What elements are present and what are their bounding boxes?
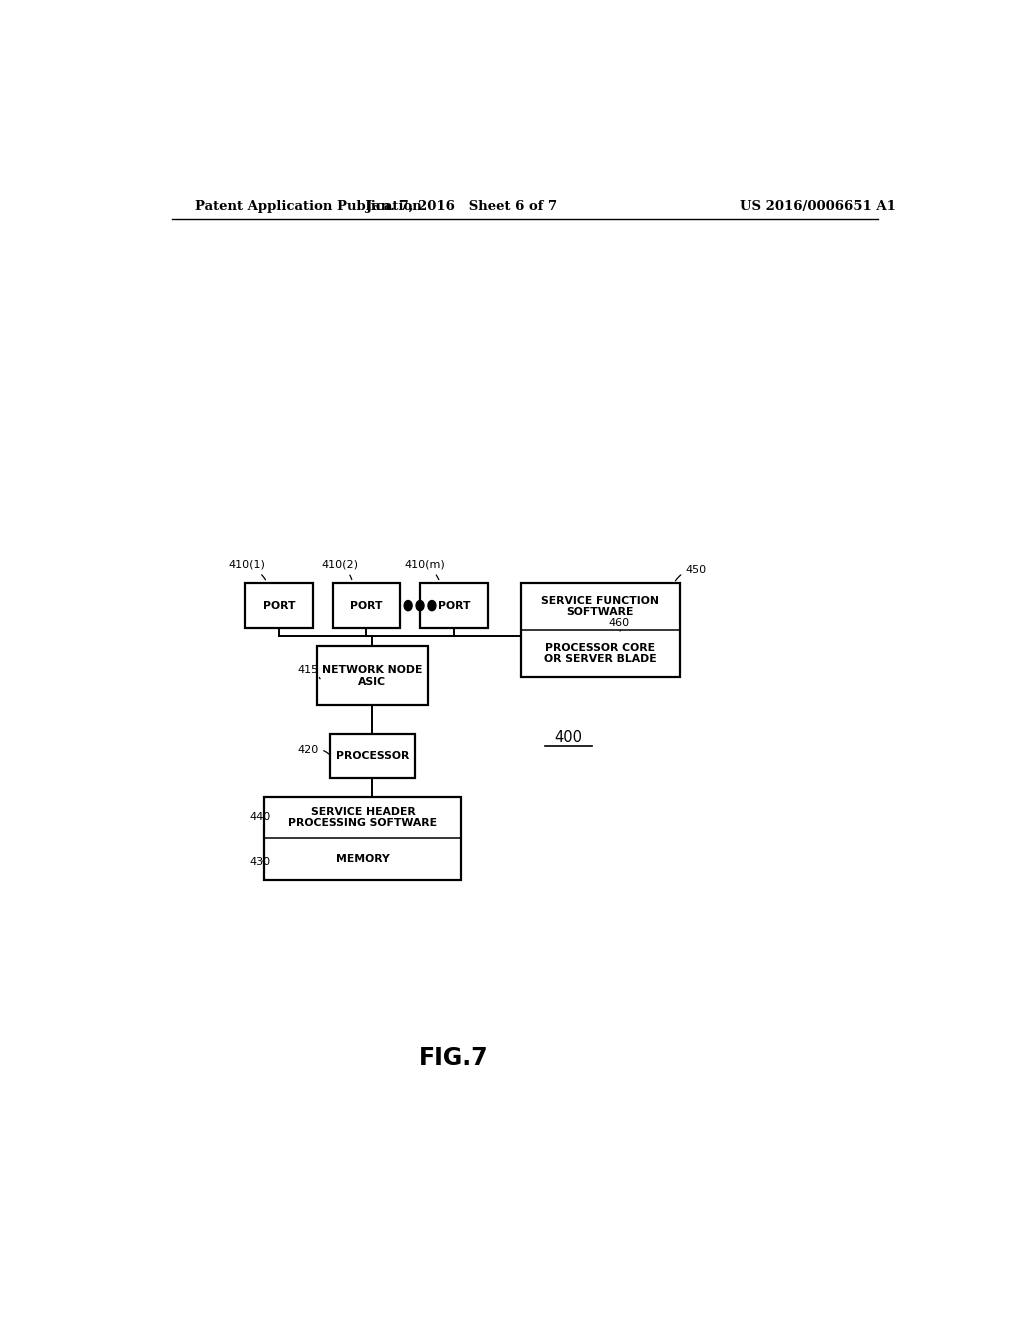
Text: 440: 440 <box>250 812 270 822</box>
Text: 430: 430 <box>250 857 270 867</box>
Circle shape <box>416 601 424 611</box>
Circle shape <box>404 601 412 611</box>
Bar <box>316 647 428 705</box>
Text: NETWORK NODE
ASIC: NETWORK NODE ASIC <box>323 665 423 686</box>
Bar <box>521 583 680 677</box>
Text: MEMORY: MEMORY <box>336 854 390 865</box>
Text: Patent Application Publication: Patent Application Publication <box>196 199 422 213</box>
Text: PROCESSOR CORE
OR SERVER BLADE: PROCESSOR CORE OR SERVER BLADE <box>544 643 656 664</box>
Text: 460: 460 <box>609 618 630 631</box>
Bar <box>246 583 313 628</box>
Text: SERVICE FUNCTION
SOFTWARE: SERVICE FUNCTION SOFTWARE <box>542 595 659 618</box>
Bar <box>264 797 461 880</box>
Bar <box>333 583 400 628</box>
Text: PORT: PORT <box>350 601 383 611</box>
Text: 400: 400 <box>554 730 583 746</box>
Text: 415: 415 <box>297 665 321 678</box>
Bar <box>330 734 416 779</box>
Text: 410(m): 410(m) <box>404 560 444 579</box>
Text: 420: 420 <box>297 744 329 755</box>
Text: PORT: PORT <box>437 601 470 611</box>
Text: 410(1): 410(1) <box>228 560 265 579</box>
Circle shape <box>428 601 436 611</box>
Text: US 2016/0006651 A1: US 2016/0006651 A1 <box>740 199 896 213</box>
Text: Jan. 7, 2016   Sheet 6 of 7: Jan. 7, 2016 Sheet 6 of 7 <box>366 199 557 213</box>
Text: PROCESSOR: PROCESSOR <box>336 751 410 762</box>
Text: 450: 450 <box>676 565 707 581</box>
Text: PORT: PORT <box>263 601 296 611</box>
Text: SERVICE HEADER
PROCESSING SOFTWARE: SERVICE HEADER PROCESSING SOFTWARE <box>289 807 437 829</box>
Bar <box>420 583 487 628</box>
Text: FIG.7: FIG.7 <box>419 1045 488 1071</box>
Text: 410(2): 410(2) <box>322 560 358 579</box>
